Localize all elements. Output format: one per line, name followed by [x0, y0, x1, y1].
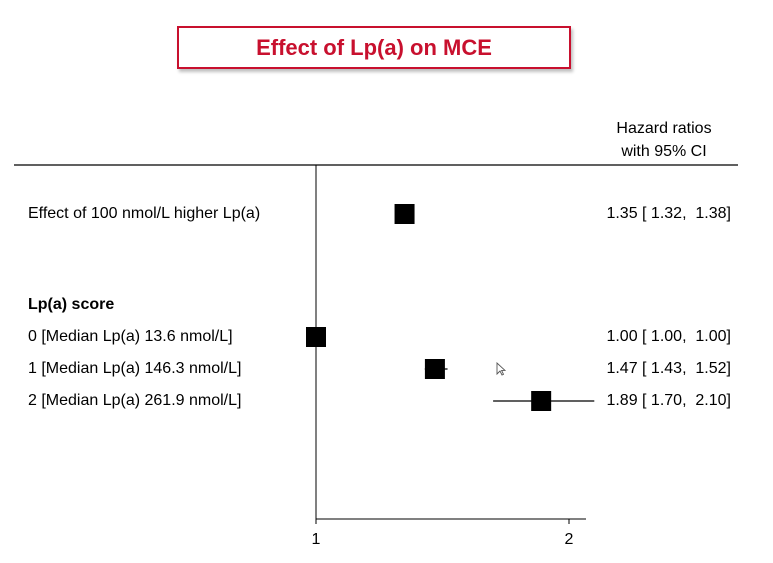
chart-title-box: Effect of Lp(a) on MCE: [177, 26, 571, 69]
column-header: Hazard ratios with 95% CI: [590, 117, 738, 163]
row-hr-value: 1.35 [ 1.32, 1.38]: [606, 205, 731, 222]
row-label: Effect of 100 nmol/L higher Lp(a): [28, 205, 261, 222]
x-tick-label-1: 1: [312, 531, 321, 548]
chart-title: Effect of Lp(a) on MCE: [256, 34, 492, 60]
group-heading: Lp(a) score: [28, 296, 115, 313]
row-label: 2 [Median Lp(a) 261.9 nmol/L]: [28, 392, 242, 409]
column-header-line2: with 95% CI: [621, 143, 707, 160]
hr-marker: [531, 391, 552, 411]
row-hr-value: 1.89 [ 1.70, 2.10]: [606, 392, 731, 409]
row-label: 0 [Median Lp(a) 13.6 nmol/L]: [28, 328, 233, 345]
column-header-line1: Hazard ratios: [616, 120, 712, 137]
row-hr-value: 1.47 [ 1.43, 1.52]: [606, 360, 731, 377]
mouse-cursor-icon: [496, 362, 506, 376]
row-label: 1 [Median Lp(a) 146.3 nmol/L]: [28, 360, 242, 377]
hr-marker: [424, 359, 445, 379]
row-hr-value: 1.00 [ 1.00, 1.00]: [606, 328, 731, 345]
hr-marker: [394, 204, 415, 224]
hr-marker: [306, 327, 326, 347]
x-tick-label-2: 2: [565, 531, 574, 548]
